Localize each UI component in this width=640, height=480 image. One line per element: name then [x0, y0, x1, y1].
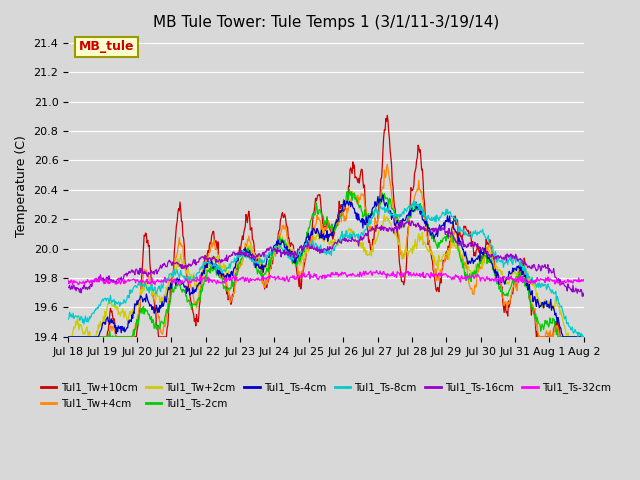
- Y-axis label: Temperature (C): Temperature (C): [15, 135, 28, 237]
- Text: MB_tule: MB_tule: [79, 40, 134, 53]
- Legend: Tul1_Tw+10cm, Tul1_Tw+4cm, Tul1_Tw+2cm, Tul1_Ts-2cm, Tul1_Ts-4cm, Tul1_Ts-8cm, T: Tul1_Tw+10cm, Tul1_Tw+4cm, Tul1_Tw+2cm, …: [36, 378, 615, 414]
- Title: MB Tule Tower: Tule Temps 1 (3/1/11-3/19/14): MB Tule Tower: Tule Temps 1 (3/1/11-3/19…: [153, 15, 499, 30]
